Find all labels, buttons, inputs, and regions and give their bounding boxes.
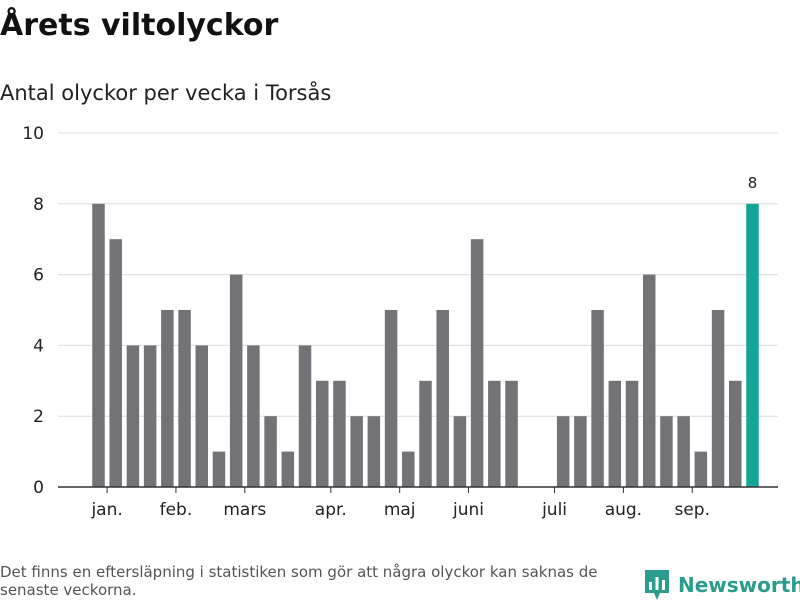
bar[interactable] <box>677 416 690 487</box>
y-tick-label: 0 <box>33 478 44 498</box>
bar[interactable] <box>591 310 604 487</box>
bar[interactable] <box>419 380 432 487</box>
y-tick-label: 6 <box>33 266 44 286</box>
bar[interactable] <box>402 451 415 487</box>
grid-lines <box>58 132 778 417</box>
bar[interactable] <box>229 274 243 487</box>
x-tick-label: juli <box>541 500 567 520</box>
bar[interactable] <box>453 416 467 487</box>
x-tick-label: jan. <box>90 500 122 520</box>
bar[interactable] <box>126 345 140 487</box>
footnote: Det finns en eftersläpning i statistiken… <box>0 563 598 599</box>
bar[interactable] <box>212 451 226 487</box>
bar-chart: 0 2 4 6 8 10 jan. feb. mars apr. maj juni juli aug. s… <box>22 124 778 520</box>
bar[interactable] <box>384 310 398 487</box>
x-tick-label: apr. <box>315 500 347 520</box>
x-tick-label: maj <box>384 500 416 520</box>
bar[interactable] <box>92 203 105 488</box>
bar[interactable] <box>608 380 622 487</box>
bars <box>92 203 759 488</box>
y-tick-label: 10 <box>22 124 44 144</box>
chart-title: Årets viltolyckor <box>0 8 279 43</box>
newsworthy-logo-icon <box>645 570 669 600</box>
x-tick-label: aug. <box>605 500 642 520</box>
bar[interactable] <box>281 451 295 487</box>
y-tick-label: 2 <box>33 407 44 427</box>
x-tick-label: sep. <box>674 500 710 520</box>
bar[interactable] <box>367 416 381 487</box>
x-tick-label: juni <box>452 500 484 520</box>
bar[interactable] <box>642 274 656 487</box>
data-labels: 8 <box>748 174 758 192</box>
bar[interactable] <box>195 345 209 487</box>
bar[interactable] <box>109 239 122 487</box>
bar[interactable] <box>729 380 742 487</box>
y-axis-ticks: 0 2 4 6 8 10 <box>22 124 44 498</box>
y-tick-label: 8 <box>33 195 44 215</box>
brand-logo[interactable]: Newsworthy <box>644 569 800 601</box>
chart-subtitle: Antal olyckor per vecka i Torsås <box>0 81 332 105</box>
x-axis-ticks: jan. feb. mars apr. maj juni juli aug. sep. <box>90 487 710 520</box>
bar[interactable] <box>556 416 570 487</box>
bar[interactable] <box>143 345 157 487</box>
bar[interactable] <box>574 416 587 487</box>
bar[interactable] <box>264 416 277 487</box>
bar[interactable] <box>178 310 191 487</box>
bar[interactable] <box>161 310 174 487</box>
bar[interactable] <box>350 416 363 487</box>
bar[interactable] <box>505 380 518 487</box>
x-tick-label: mars <box>223 500 266 520</box>
bar[interactable] <box>315 380 329 487</box>
bar[interactable] <box>470 239 484 487</box>
bar-value-label: 8 <box>748 174 758 192</box>
bar[interactable] <box>488 380 501 487</box>
bar[interactable] <box>711 310 725 487</box>
bar-highlight[interactable] <box>746 203 759 488</box>
bar[interactable] <box>247 345 260 487</box>
y-tick-label: 4 <box>33 336 44 356</box>
bar[interactable] <box>660 416 673 487</box>
bar[interactable] <box>625 380 639 487</box>
bar[interactable] <box>694 451 708 487</box>
x-tick-label: feb. <box>160 500 193 520</box>
brand-name: Newsworthy <box>678 573 800 597</box>
bar[interactable] <box>436 310 449 487</box>
bar[interactable] <box>333 380 346 487</box>
bar[interactable] <box>298 345 312 487</box>
